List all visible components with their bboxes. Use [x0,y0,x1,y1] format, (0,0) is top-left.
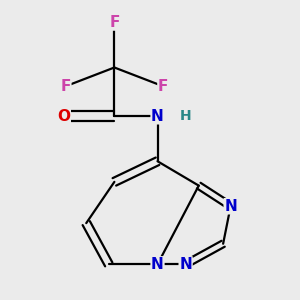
Text: F: F [60,79,71,94]
Text: N: N [224,199,237,214]
Text: F: F [158,79,168,94]
Text: O: O [57,109,70,124]
Text: F: F [109,15,120,30]
Text: N: N [151,257,164,272]
Text: N: N [151,109,164,124]
Text: H: H [180,109,191,123]
Text: N: N [179,257,192,272]
